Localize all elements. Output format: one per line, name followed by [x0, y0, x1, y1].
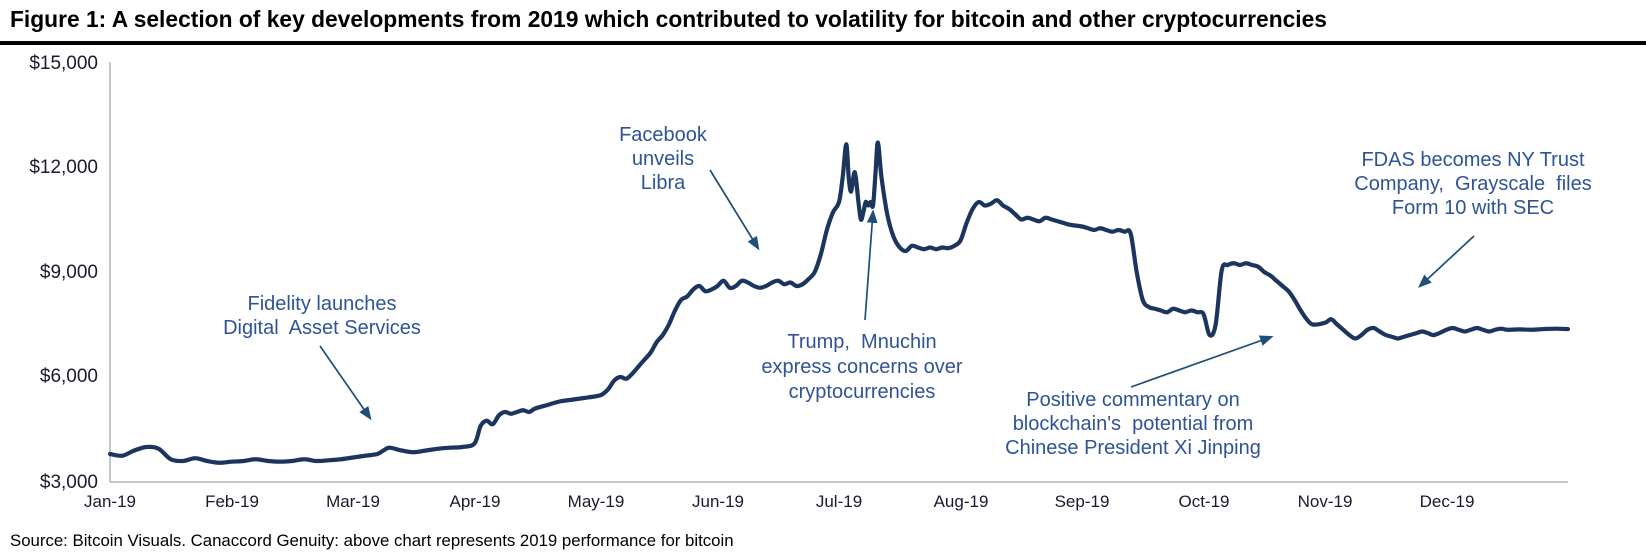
svg-text:Digital Asset Services: Digital Asset Services [223, 317, 421, 339]
svg-text:Jul-19: Jul-19 [816, 492, 862, 511]
svg-text:Dec-19: Dec-19 [1420, 492, 1475, 511]
svg-text:Jun-19: Jun-19 [692, 492, 744, 511]
svg-text:Fidelity launches: Fidelity launches [248, 293, 397, 315]
svg-text:Apr-19: Apr-19 [449, 492, 500, 511]
svg-text:Positive commentary on: Positive commentary on [1026, 389, 1239, 411]
svg-text:blockchain's potential from: blockchain's potential from [1013, 413, 1254, 435]
svg-text:express concerns over: express concerns over [761, 356, 963, 378]
svg-text:FDAS becomes NY Trust: FDAS becomes NY Trust [1361, 149, 1584, 171]
svg-text:$12,000: $12,000 [29, 157, 98, 178]
svg-text:Sep-19: Sep-19 [1055, 492, 1110, 511]
svg-text:Trump, Mnuchin: Trump, Mnuchin [787, 331, 936, 353]
svg-text:$9,000: $9,000 [40, 262, 98, 283]
svg-text:$3,000: $3,000 [40, 472, 98, 493]
svg-text:cryptocurrencies: cryptocurrencies [789, 381, 936, 403]
svg-text:Aug-19: Aug-19 [934, 492, 989, 511]
svg-text:Libra: Libra [641, 172, 686, 194]
svg-text:$6,000: $6,000 [40, 366, 98, 387]
svg-text:Chinese President Xi Jinping: Chinese President Xi Jinping [1005, 437, 1261, 459]
svg-text:May-19: May-19 [568, 492, 625, 511]
svg-text:Oct-19: Oct-19 [1178, 492, 1229, 511]
svg-text:Form 10 with SEC: Form 10 with SEC [1392, 197, 1554, 219]
svg-text:Nov-19: Nov-19 [1298, 492, 1353, 511]
svg-text:Jan-19: Jan-19 [84, 492, 136, 511]
svg-text:Feb-19: Feb-19 [205, 492, 259, 511]
svg-text:Facebook: Facebook [619, 124, 708, 146]
svg-text:Mar-19: Mar-19 [326, 492, 380, 511]
svg-text:Company, Grayscale files: Company, Grayscale files [1354, 173, 1592, 195]
svg-text:unveils: unveils [632, 148, 694, 170]
svg-text:$15,000: $15,000 [29, 53, 98, 74]
